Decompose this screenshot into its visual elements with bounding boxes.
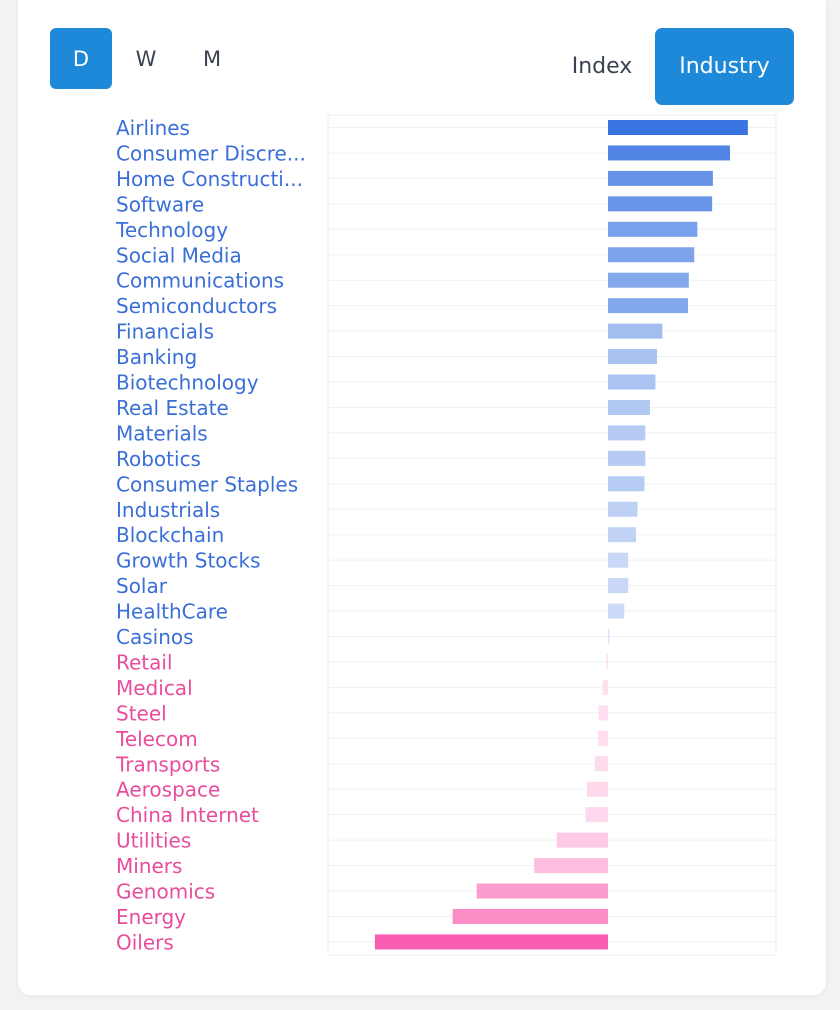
bar <box>606 654 608 670</box>
bar <box>608 578 629 594</box>
category-label: Communications <box>116 269 284 293</box>
category-label: Social Media <box>116 243 242 267</box>
bar <box>608 425 646 441</box>
category-label: Real Estate <box>116 396 229 420</box>
bar <box>594 756 608 772</box>
category-label: Consumer Staples <box>116 472 298 496</box>
category-label: Growth Stocks <box>116 549 261 573</box>
category-label: Banking <box>116 345 197 369</box>
category-label: Genomics <box>116 880 215 904</box>
category-label: Home Constructi... <box>116 167 303 191</box>
category-label: Telecom <box>115 727 198 751</box>
category-label: China Internet <box>116 803 259 827</box>
category-label: Software <box>116 192 204 216</box>
period-week-button[interactable]: W <box>115 28 177 89</box>
industry-view-button[interactable]: Industry <box>655 28 794 105</box>
category-label: Steel <box>116 701 167 725</box>
bar <box>608 323 663 339</box>
category-label: Technology <box>115 218 228 242</box>
bar <box>608 247 695 263</box>
category-label: Oilers <box>116 930 174 954</box>
bar <box>598 705 608 721</box>
bar <box>608 272 689 288</box>
period-month-button[interactable]: M <box>181 28 243 89</box>
index-view-button[interactable]: Index <box>557 28 647 105</box>
bar <box>608 145 730 161</box>
bar <box>587 781 608 797</box>
bar <box>608 552 629 568</box>
category-label: Aerospace <box>116 778 220 802</box>
bar <box>608 221 698 237</box>
bar <box>608 603 625 619</box>
bar <box>608 629 610 644</box>
bar <box>476 883 608 899</box>
bar <box>608 501 638 517</box>
category-label: Miners <box>116 854 182 878</box>
bar <box>608 399 650 415</box>
bar <box>597 730 608 746</box>
bar <box>608 374 656 390</box>
bar <box>452 908 608 924</box>
category-label: Casinos <box>116 625 194 649</box>
category-label: Solar <box>116 574 168 598</box>
category-label: HealthCare <box>116 600 228 624</box>
bar <box>608 120 748 135</box>
bar <box>608 196 713 212</box>
category-label: Airlines <box>116 116 190 140</box>
bar <box>608 476 645 492</box>
bar <box>608 349 657 365</box>
category-label: Medical <box>116 676 193 700</box>
period-day-button[interactable]: D <box>50 28 112 89</box>
category-label: Blockchain <box>116 523 224 547</box>
category-label: Industrials <box>116 498 220 522</box>
bar <box>556 832 608 848</box>
category-label: Energy <box>116 905 186 929</box>
category-label: Utilities <box>116 829 191 853</box>
category-label: Retail <box>116 650 173 674</box>
category-label: Transports <box>115 752 220 776</box>
category-label: Materials <box>116 421 208 445</box>
category-label: Biotechnology <box>116 371 259 395</box>
category-label: Robotics <box>116 447 201 471</box>
bar <box>608 298 689 314</box>
bar <box>374 934 608 950</box>
sector-performance-card <box>18 0 826 995</box>
bar <box>585 807 608 823</box>
bar <box>608 450 646 466</box>
bar <box>534 858 608 874</box>
bar <box>602 679 608 695</box>
category-label: Semiconductors <box>116 294 277 318</box>
category-label: Consumer Discre... <box>116 141 306 165</box>
bar <box>608 170 713 186</box>
category-label: Financials <box>116 320 214 344</box>
bar <box>608 527 636 543</box>
